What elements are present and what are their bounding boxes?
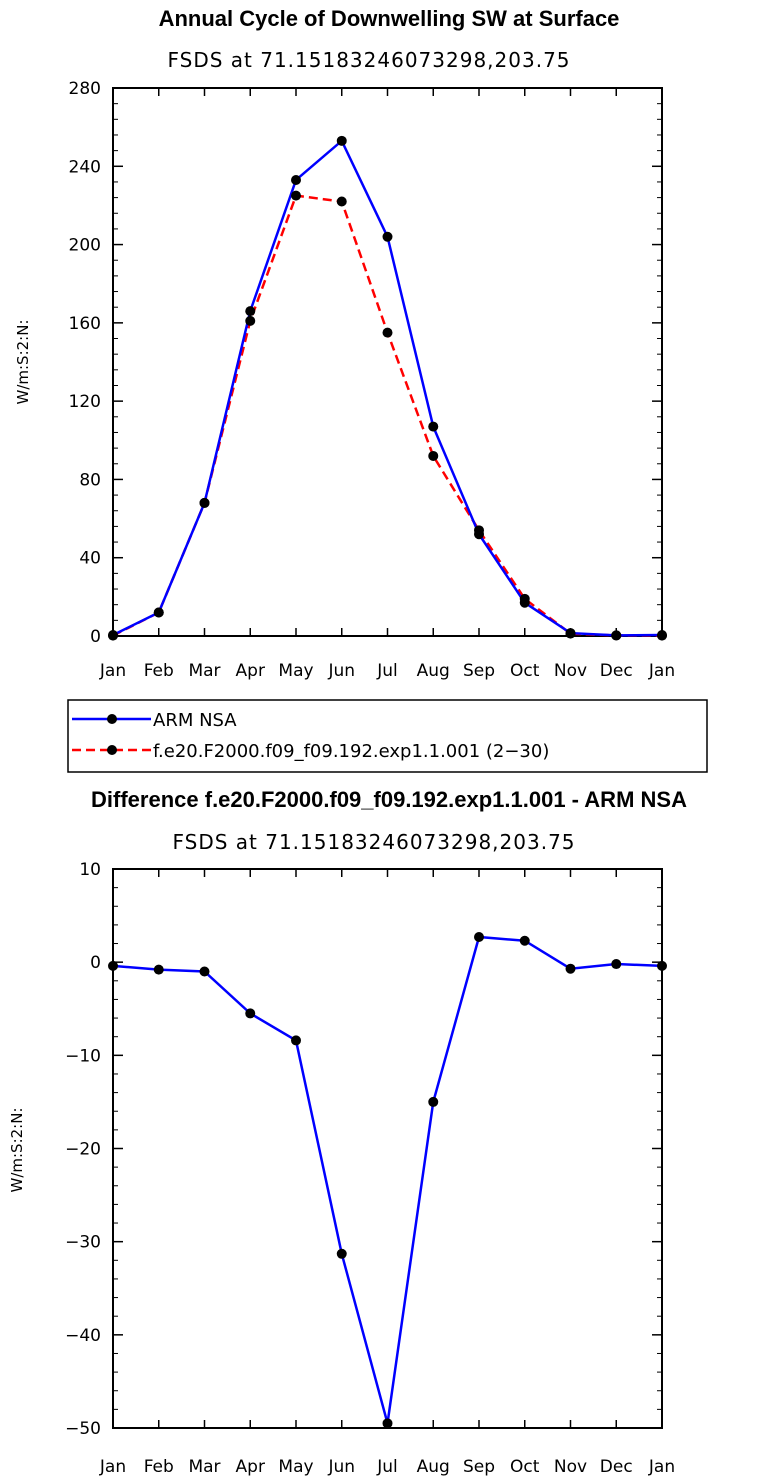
x-tick-label: Dec — [600, 1457, 633, 1477]
x-tick-label: Jan — [99, 661, 126, 681]
series-0-point — [519, 935, 530, 946]
x-tick-label: Jul — [376, 661, 398, 681]
x-tick-label: May — [278, 661, 313, 681]
x-tick-label: Mar — [188, 1457, 220, 1477]
chart1-series — [108, 135, 667, 641]
series-0-point — [565, 963, 576, 974]
series-0-point — [611, 959, 622, 970]
chart1-plot-frame — [112, 87, 663, 637]
y-tick-label: 120 — [69, 392, 101, 412]
series-0-point — [245, 306, 256, 317]
chart1-subtitle: FSDS at 71.15183246073298,203.75 — [167, 48, 570, 72]
y-tick-label: −10 — [65, 1046, 101, 1066]
series-0-point — [245, 1008, 256, 1019]
legend-marker-model — [107, 745, 117, 755]
x-tick-label: Jul — [376, 1457, 398, 1477]
y-tick-label: 10 — [79, 860, 101, 880]
x-tick-label: Apr — [236, 661, 265, 681]
series-1-point — [153, 607, 164, 618]
series-0-point — [336, 1248, 347, 1259]
x-tick-label: Aug — [417, 661, 450, 681]
x-tick-label: Feb — [144, 661, 174, 681]
series-1-point — [245, 315, 256, 326]
y-tick-label: −40 — [65, 1326, 101, 1346]
chart2-plot-frame — [112, 868, 663, 1429]
series-1-point — [382, 327, 393, 338]
series-1-point — [474, 525, 484, 536]
y-tick-label: 240 — [69, 157, 101, 177]
series-1-point — [291, 190, 301, 201]
series-1-point — [565, 628, 576, 639]
series-0-point — [291, 174, 301, 185]
y-tick-label: −30 — [65, 1233, 101, 1253]
series-1-point — [108, 630, 118, 641]
y-tick-label: 280 — [69, 79, 101, 99]
y-tick-label: 0 — [90, 627, 101, 647]
x-tick-label: Jun — [327, 661, 355, 681]
series-0-point — [428, 1096, 439, 1107]
x-tick-label: Jan — [648, 1457, 675, 1477]
series-line-0 — [112, 935, 663, 1424]
series-1-point — [428, 450, 439, 461]
chart-difference: Difference f.e20.F2000.f09_f09.192.exp1.… — [8, 787, 687, 1477]
y-tick-label: −50 — [65, 1419, 101, 1439]
chart2-y-axis-label: W/m:S:2:N: — [8, 1108, 26, 1193]
series-1-point — [657, 630, 667, 641]
x-tick-label: Oct — [510, 1457, 540, 1477]
series-0-point — [382, 231, 393, 242]
x-tick-label: Sep — [463, 661, 495, 681]
series-0-point — [657, 960, 667, 971]
chart1-title: Annual Cycle of Downwelling SW at Surfac… — [159, 6, 620, 31]
series-1-point — [199, 497, 210, 508]
x-tick-label: Mar — [188, 661, 220, 681]
chart1-y-axis-label: W/m:S:2:N: — [14, 320, 32, 405]
series-line-1 — [112, 194, 663, 637]
series-1-point — [611, 630, 622, 641]
x-tick-label: Jan — [99, 1457, 126, 1477]
y-tick-label: 0 — [90, 953, 101, 973]
chart-annual-cycle: Annual Cycle of Downwelling SW at Surfac… — [14, 6, 708, 773]
series-0-point — [291, 1035, 301, 1046]
legend-box — [67, 699, 708, 773]
series-0-point — [474, 932, 484, 943]
legend-marker-arm-nsa — [107, 714, 117, 724]
chart2-title: Difference f.e20.F2000.f09_f09.192.exp1.… — [91, 787, 687, 812]
legend-label-model: f.e20.F2000.f09_f09.192.exp1.1.001 (2−30… — [153, 741, 549, 762]
x-tick-label: Feb — [144, 1457, 174, 1477]
x-tick-label: Oct — [510, 661, 540, 681]
y-tick-label: −20 — [65, 1140, 101, 1160]
series-1-point — [336, 196, 347, 207]
x-tick-label: May — [278, 1457, 313, 1477]
x-tick-label: Nov — [554, 661, 587, 681]
chart2-series — [108, 932, 667, 1429]
y-tick-label: 200 — [69, 236, 101, 256]
series-0-point — [336, 135, 347, 146]
series-0-point — [382, 1418, 393, 1429]
y-tick-label: 40 — [79, 549, 101, 569]
series-line-0 — [112, 138, 663, 637]
x-tick-label: Dec — [600, 661, 633, 681]
series-1-point — [519, 593, 530, 604]
x-tick-label: Jun — [327, 1457, 355, 1477]
x-tick-label: Jan — [648, 661, 675, 681]
x-tick-label: Nov — [554, 1457, 587, 1477]
y-tick-label: 160 — [69, 314, 101, 334]
series-0-point — [153, 964, 164, 975]
chart1-ticks: Jan Feb Mar Apr May Jun Jul Aug Sep Oct Nov Dec Jan 0… — [69, 79, 676, 681]
series-0-point — [108, 960, 118, 971]
x-tick-label: Apr — [236, 1457, 265, 1477]
legend-label-arm-nsa: ARM NSA — [153, 710, 237, 731]
chart2-ticks: Jan Feb Mar Apr May Jun Jul Aug Sep Oct Nov Dec Jan −… — [65, 860, 675, 1477]
y-tick-label: 80 — [79, 470, 101, 490]
series-0-point — [428, 421, 439, 432]
chart2-subtitle: FSDS at 71.15183246073298,203.75 — [172, 830, 575, 854]
x-tick-label: Sep — [463, 1457, 495, 1477]
x-tick-label: Aug — [417, 1457, 450, 1477]
chart1-legend: ARM NSA f.e20.F2000.f09_f09.192.exp1.1.0… — [67, 699, 708, 773]
series-0-point — [199, 966, 210, 977]
